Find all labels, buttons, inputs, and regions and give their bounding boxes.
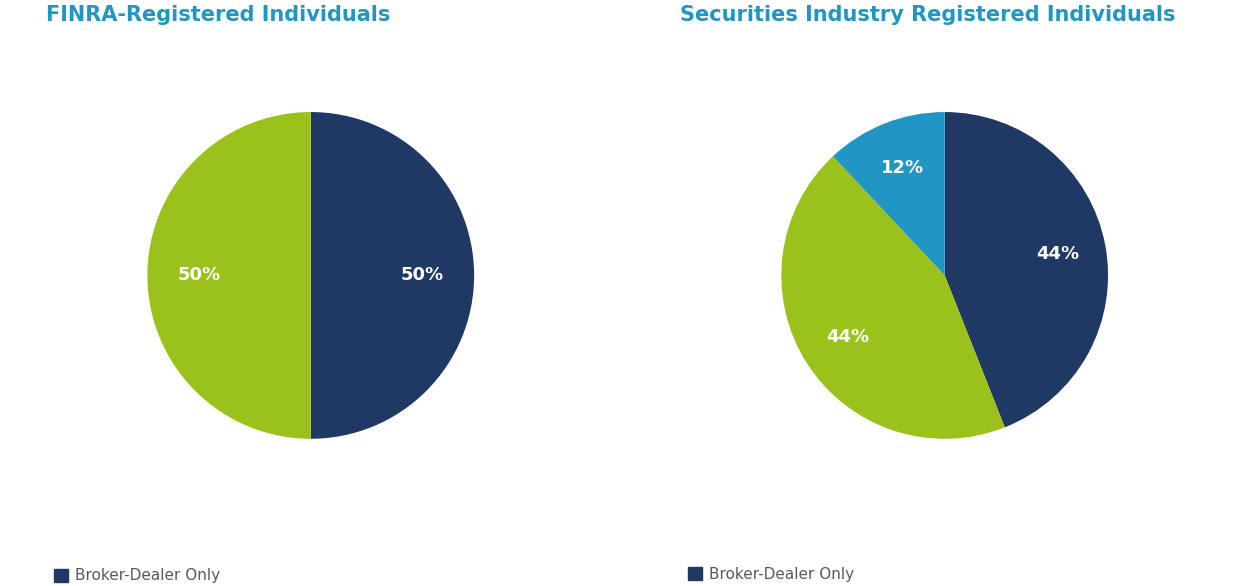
Text: Securities Industry Registered Individuals: Securities Industry Registered Individua… [680,5,1176,25]
Text: 50%: 50% [178,267,221,284]
Wedge shape [833,112,945,275]
Text: 50%: 50% [400,267,444,284]
Wedge shape [148,112,311,439]
Text: 44%: 44% [825,328,869,346]
Text: 44%: 44% [1037,245,1079,263]
Wedge shape [782,156,1004,439]
Wedge shape [945,112,1108,427]
Text: 12%: 12% [880,159,924,177]
Text: FINRA-Registered Individuals: FINRA-Registered Individuals [46,5,390,25]
Wedge shape [311,112,474,439]
Legend: Broker-Dealer Only, Dual Representatives: Broker-Dealer Only, Dual Representatives [55,568,240,586]
Legend: Broker-Dealer Only, Dual Representatives, Investment Adviser Representative Only: Broker-Dealer Only, Dual Representatives… [689,567,1018,586]
